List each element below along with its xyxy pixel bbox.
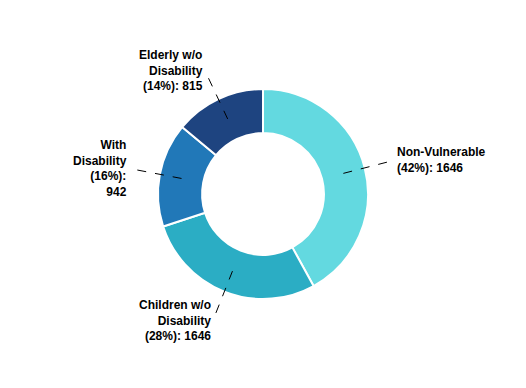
svg-text:Children w/oDisability(28%): 1: Children w/oDisability(28%): 1646 <box>139 298 211 343</box>
svg-text:Elderly w/oDisability(14%): 81: Elderly w/oDisability(14%): 815 <box>139 48 203 93</box>
svg-text:WithDisability(16%):942: WithDisability(16%):942 <box>73 138 127 199</box>
svg-text:Non-Vulnerable(42%): 1646: Non-Vulnerable(42%): 1646 <box>397 145 486 175</box>
